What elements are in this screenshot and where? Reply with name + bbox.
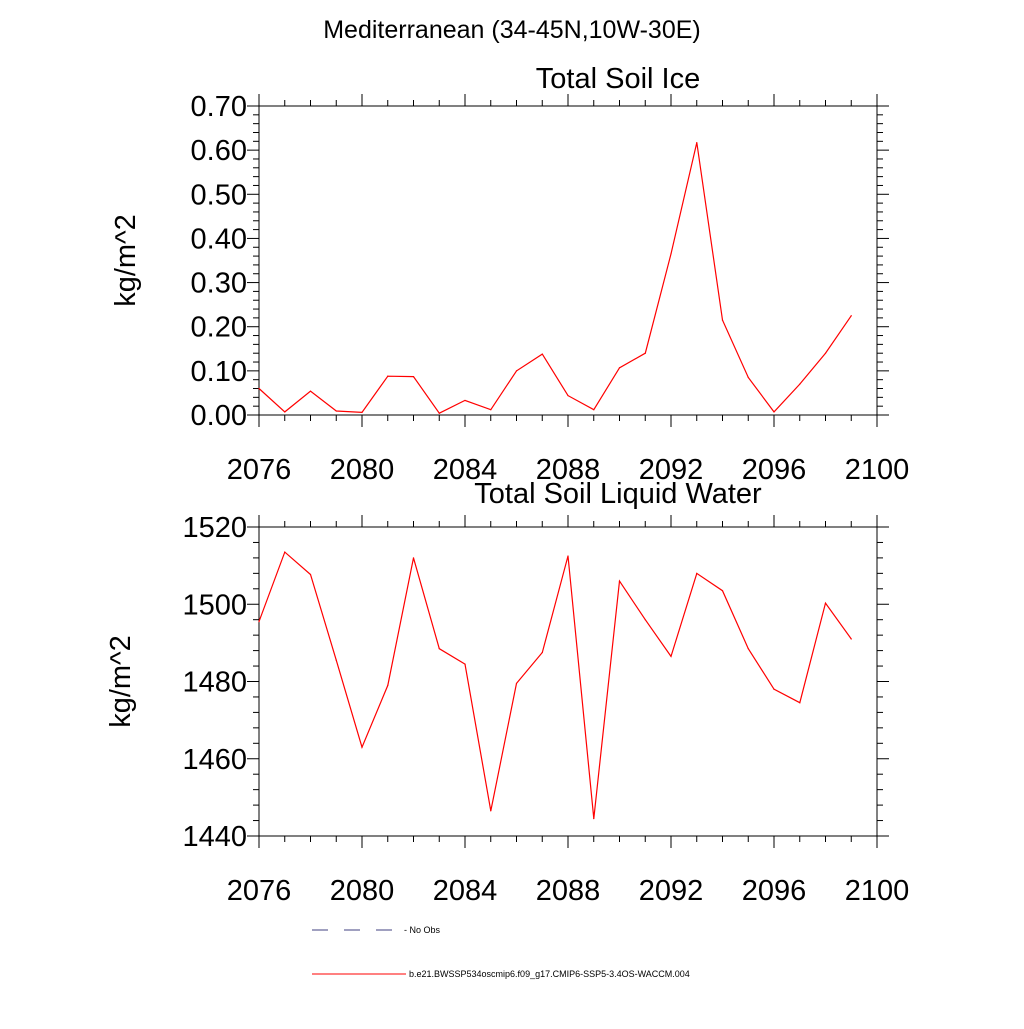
data-point — [284, 411, 286, 413]
data-point — [412, 375, 415, 378]
chart-panel-2: Total Soil Liquid Water 2076 2080 2084 2088 2… — [105, 478, 909, 907]
data-point — [824, 602, 827, 604]
data-point — [618, 367, 621, 369]
series-line-1 — [258, 142, 852, 414]
x-tick-label: 2100 — [845, 454, 910, 486]
y-tick-label: 0.00 — [191, 400, 247, 432]
x-tick-label: 2092 — [639, 454, 704, 486]
data-point — [515, 682, 518, 685]
data-point — [361, 411, 363, 413]
data-point — [696, 572, 698, 574]
y-axis-label: kg/m^2 — [105, 635, 137, 728]
data-point — [721, 590, 724, 592]
data-point — [515, 370, 518, 372]
x-tick-label: 2080 — [330, 875, 395, 907]
data-point — [490, 409, 492, 411]
legend: - No Obs b.e21.BWSSP534oscmip6.f09_g17.CM… — [312, 925, 690, 979]
x-tick-label: 2080 — [330, 454, 395, 486]
data-point — [387, 684, 389, 686]
y-axis-label: kg/m^2 — [110, 214, 142, 307]
series-line-1 — [258, 551, 852, 819]
y-tick-label: 0.40 — [191, 223, 247, 255]
data-point — [438, 412, 440, 414]
data-point — [309, 573, 312, 576]
data-point — [721, 319, 724, 321]
data-point — [335, 410, 337, 412]
x-tick-label: 2088 — [536, 875, 601, 907]
data-point — [747, 648, 749, 650]
data-point — [618, 580, 621, 582]
data-point — [670, 253, 672, 255]
y-tick-label: 0.20 — [191, 312, 247, 344]
data-point — [464, 663, 466, 665]
data-point — [773, 411, 775, 413]
data-point — [335, 659, 337, 661]
data-point — [490, 810, 492, 812]
data-point — [567, 394, 569, 397]
data-point — [644, 352, 646, 354]
y-tick-label: 1480 — [182, 667, 247, 699]
plot-frame — [258, 526, 878, 837]
data-point — [438, 648, 440, 650]
data-point — [747, 376, 749, 379]
data-point — [799, 383, 801, 385]
data-point — [799, 702, 801, 704]
y-tick-label: 0.50 — [191, 179, 247, 211]
data-point — [361, 746, 363, 748]
data-point — [309, 390, 312, 392]
y-tick-label: 0.70 — [191, 91, 247, 123]
data-point — [258, 387, 260, 390]
x-tick-label: 2096 — [742, 454, 807, 486]
data-point — [284, 551, 286, 553]
data-point — [412, 557, 415, 559]
data-point — [541, 651, 543, 654]
y-tick-label: 0.60 — [191, 135, 247, 167]
data-point — [670, 655, 672, 657]
data-point — [567, 555, 569, 557]
data-point — [850, 315, 852, 317]
y-tick-label: 1520 — [182, 512, 247, 544]
x-tick-label: 2092 — [639, 875, 704, 907]
data-point — [773, 688, 775, 690]
data-point — [644, 619, 646, 621]
x-tick-label: 2084 — [433, 454, 498, 486]
data-point — [593, 818, 595, 820]
legend-label-no-obs: - No Obs — [404, 925, 441, 935]
y-tick-label: 0.10 — [191, 356, 247, 388]
legend-label-series: b.e21.BWSSP534oscmip6.f09_g17.CMIP6-SSP5… — [409, 969, 690, 979]
x-tick-label: 2088 — [536, 454, 601, 486]
y-tick-label: 0.30 — [191, 268, 247, 300]
figure-title: Mediterranean (34-45N,10W-30E) — [323, 16, 701, 44]
y-tick-label: 1440 — [182, 821, 247, 853]
data-point — [696, 142, 698, 144]
data-point — [850, 638, 852, 640]
chart-panel-1: Total Soil Ice 2076 2080 2084 2088 2092 2096 21… — [110, 63, 909, 486]
x-tick-label: 2096 — [742, 875, 807, 907]
data-point — [464, 399, 466, 402]
y-tick-label: 1500 — [182, 589, 247, 621]
x-tick-label: 2076 — [227, 454, 292, 486]
x-tick-label: 2076 — [227, 875, 292, 907]
y-tick-label: 1460 — [182, 744, 247, 776]
chart-title: Total Soil Liquid Water — [474, 478, 762, 510]
data-point — [387, 375, 389, 377]
chart-title: Total Soil Ice — [536, 63, 700, 95]
plot-frame — [258, 105, 878, 416]
x-tick-label: 2084 — [433, 875, 498, 907]
x-tick-label: 2100 — [845, 875, 910, 907]
data-point — [258, 621, 260, 623]
data-point — [541, 353, 543, 355]
data-point — [824, 352, 827, 354]
data-point — [593, 409, 595, 411]
